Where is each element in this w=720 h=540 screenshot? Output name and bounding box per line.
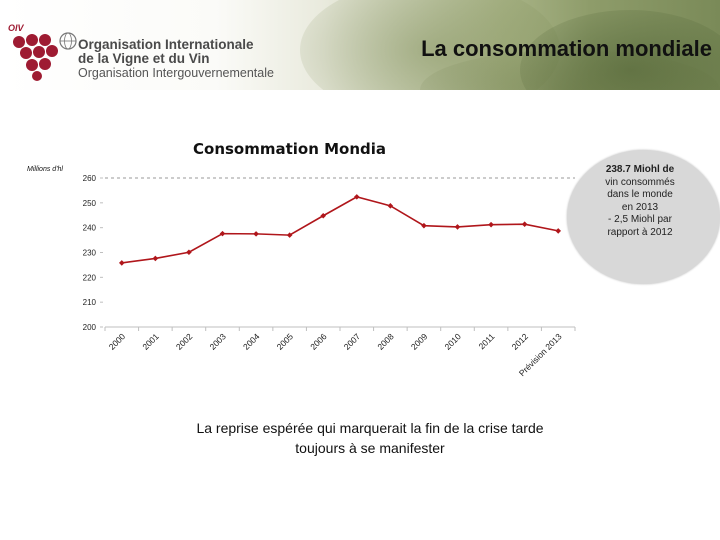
y-tick-label: 230 [83,249,97,258]
org-name-line1: Organisation Internationale [78,37,254,52]
callout-line6: rapport à 2012 [607,226,673,238]
x-tick-label: 2008 [375,331,396,352]
callout-line3: dans le monde [607,189,673,200]
x-tick-label: 2007 [342,331,363,352]
y-tick-label: 220 [83,273,97,282]
x-tick-label: 2010 [442,331,463,352]
x-tick-label: 2006 [308,331,329,352]
x-tick-label: 2009 [409,331,430,352]
data-point [454,224,461,230]
x-tick-label: 2002 [174,331,195,352]
data-point [488,221,494,228]
vineyard-photo [300,0,560,90]
logo-text: OIV [8,23,25,33]
data-point [152,255,159,262]
header-banner: OIV Organisation Internationale de la Vi… [0,0,720,90]
caption-line2: toujours à se manifester [295,440,445,456]
y-axis-unit-label: Millions d'hl [27,166,63,173]
oiv-logo-icon: OIV [8,23,77,81]
data-point [421,222,427,229]
y-tick-label: 210 [83,298,97,307]
x-tick-label: 2001 [140,331,161,352]
x-tick-label: 2004 [241,331,262,352]
callout-line2: vin consommés [605,176,675,188]
x-tick-label: 2003 [207,331,228,352]
org-name-line3: Organisation Intergouvernementale [78,66,274,80]
data-point [219,230,226,237]
data-point [253,231,259,237]
organisation-name: Organisation Internationale de la Vigne … [78,38,274,81]
data-point [186,249,192,256]
callout-line5: - 2,5 Miohl par [608,214,672,225]
data-point [320,212,327,219]
callout-headline: 238.7 Miohl de [605,164,675,175]
data-point [521,221,528,227]
data-point [555,228,562,234]
slide-caption: La reprise espérée qui marquerait la fin… [110,418,630,458]
x-tick-label: 2005 [275,331,296,352]
x-tick-label: 2000 [107,331,128,352]
series-line [121,196,559,264]
x-tick-label: 2011 [476,331,496,351]
callout-bubble [567,150,720,284]
y-tick-label: 260 [83,174,97,183]
data-point [387,203,394,209]
y-tick-label: 240 [83,224,97,233]
slide-title: La consommation mondiale [421,36,712,61]
callout-line4: en 2013 [621,201,659,213]
data-point [353,194,360,200]
callout-text: 238.7 Miohl de vin consommés dans le mon… [590,164,690,239]
x-tick-label: 2012 [510,331,531,352]
data-point [118,260,125,266]
y-tick-label: 200 [83,323,97,332]
data-point [286,232,293,238]
y-tick-label: 250 [83,199,97,208]
org-name-line2: de la Vigne et du Vin [78,51,210,66]
caption-line1: La reprise espérée qui marquerait la fin… [196,420,544,436]
chart-title: Consommation Mondia [193,140,387,158]
